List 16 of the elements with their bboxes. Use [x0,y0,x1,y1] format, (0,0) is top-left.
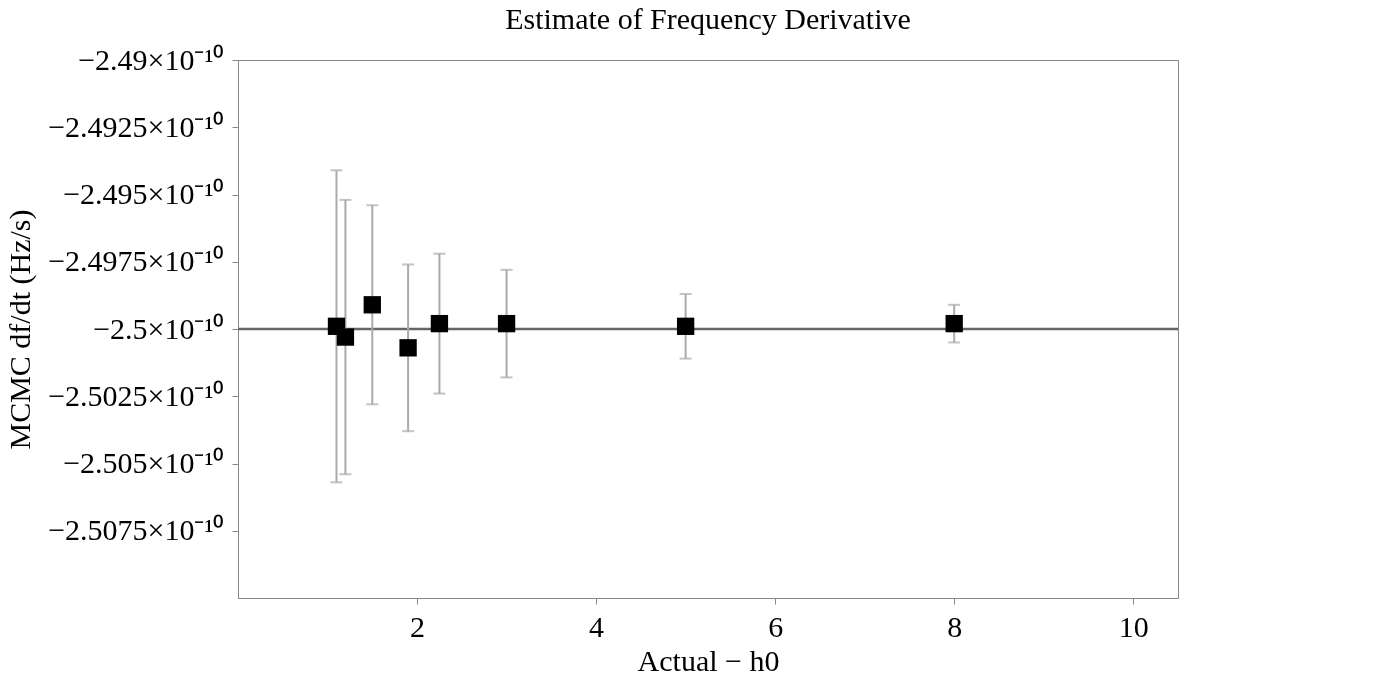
x-tick-label: 2 [410,609,426,643]
y-axis-title: MCMC df/dt (Hz/s) [3,209,38,450]
x-tick-label: 8 [947,609,963,643]
y-tick-label: −2.5075×10⁻¹⁰ [48,513,225,547]
chart-title: Estimate of Frequency Derivative [505,2,911,35]
y-tick-label: −2.495×10⁻¹⁰ [63,177,225,210]
y-tick-label: −2.49×10⁻¹⁰ [78,42,225,76]
x-tick-label: 4 [589,609,605,643]
y-tick-label: −2.4975×10⁻¹⁰ [48,244,225,278]
x-tick-label: 10 [1118,609,1149,643]
x-tick-label: 6 [768,609,784,643]
y-tick-label: −2.505×10⁻¹⁰ [63,446,225,479]
x-axis-title: Actual − h0 [637,643,780,677]
y-tick-label: −2.5×10⁻¹⁰ [93,311,225,345]
y-tick-label: −2.4925×10⁻¹⁰ [48,109,225,143]
y-tick-label: −2.5025×10⁻¹⁰ [48,378,225,412]
